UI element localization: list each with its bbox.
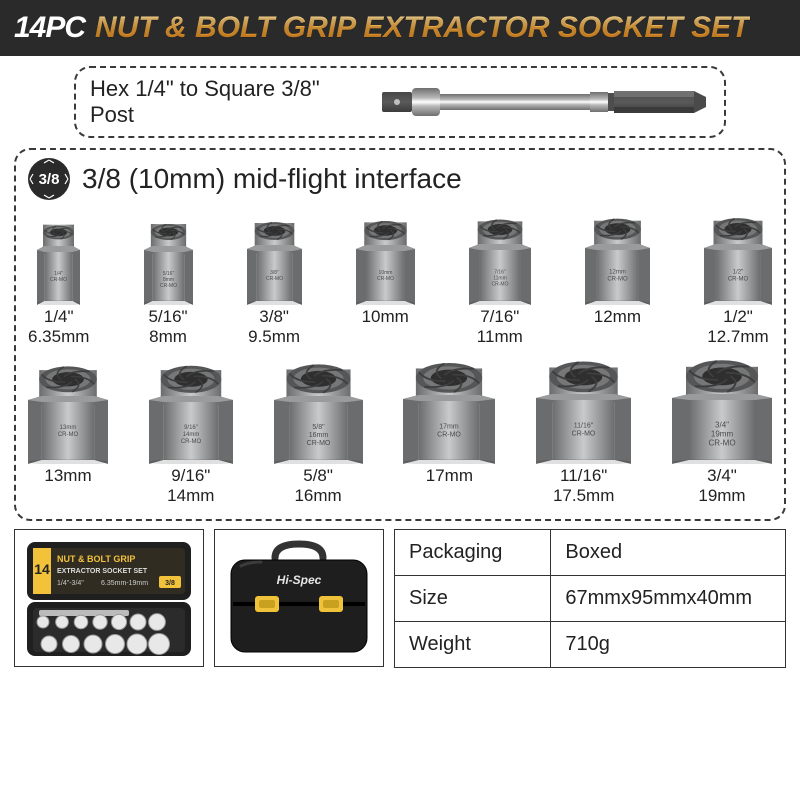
- svg-text:19mm: 19mm: [711, 430, 734, 439]
- svg-text:3/4": 3/4": [715, 421, 729, 430]
- svg-text:6.35mm-19mm: 6.35mm-19mm: [101, 580, 148, 587]
- case-closed-cell: Hi-Spec: [214, 529, 384, 667]
- socket-row: 13mmCR-MO 13mm: [28, 350, 772, 505]
- spec-label: Packaging: [395, 530, 551, 576]
- drive-badge-icon: 3/8: [28, 158, 70, 200]
- socket-item: 5/16"8mmCR-MO 5/16"8mm: [144, 206, 193, 346]
- svg-text:CR-MO: CR-MO: [160, 283, 177, 289]
- interface-label: 3/8 (10mm) mid-flight interface: [82, 163, 462, 195]
- svg-text:CR-MO: CR-MO: [708, 439, 735, 448]
- svg-text:11/16": 11/16": [574, 423, 594, 430]
- svg-text:9/16": 9/16": [184, 425, 198, 431]
- svg-text:CR-MO: CR-MO: [607, 277, 628, 283]
- socket-item: 17mmCR-MO 17mm: [403, 350, 495, 505]
- adapter-icon: [380, 79, 710, 125]
- spec-value: 67mmx95mmx40mm: [551, 576, 786, 622]
- spec-label: Size: [395, 576, 551, 622]
- socket-item: 10mmCR-MO 10mm: [356, 206, 415, 346]
- socket-size-label: 12mm: [594, 307, 641, 327]
- socket-row: 1/4"CR-MO 1/4"6.35mm: [28, 206, 772, 346]
- svg-text:Hi-Spec: Hi-Spec: [277, 573, 322, 587]
- spec-row: Size 67mmx95mmx40mm: [395, 576, 786, 622]
- drive-badge-text: 3/8: [39, 172, 60, 187]
- sockets-panel: 3/8 3/8 (10mm) mid-flight interface: [14, 148, 786, 521]
- socket-size-label: 5/16"8mm: [148, 307, 187, 346]
- svg-text:CR-MO: CR-MO: [438, 431, 462, 438]
- svg-text:CR-MO: CR-MO: [377, 276, 394, 282]
- adapter-label: Hex 1/4" to Square 3/8" Post: [90, 76, 362, 128]
- socket-size-label: 11/16"17.5mm: [553, 466, 614, 505]
- bottom-row: 14 NUT & BOLT GRIP EXTRACTOR SOCKET SET …: [0, 529, 800, 668]
- interface-row: 3/8 3/8 (10mm) mid-flight interface: [28, 158, 772, 200]
- svg-text:CR-MO: CR-MO: [306, 440, 330, 447]
- svg-text:14: 14: [34, 561, 50, 577]
- socket-size-label: 1/4"6.35mm: [28, 307, 89, 346]
- svg-text:17mm: 17mm: [440, 423, 460, 430]
- socket-size-label: 5/8"16mm: [294, 466, 341, 505]
- adapter-panel: Hex 1/4" to Square 3/8" Post: [74, 66, 726, 138]
- svg-text:5/8": 5/8": [312, 424, 325, 431]
- spec-row: Weight 710g: [395, 622, 786, 668]
- socket-item: 9/16"14mmCR-MO 9/16"14mm: [149, 350, 233, 505]
- socket-item: 1/2"CR-MO 1/2"12.7mm: [704, 206, 772, 346]
- svg-text:13mm: 13mm: [60, 425, 77, 431]
- spec-value: Boxed: [551, 530, 786, 576]
- svg-text:1/4"-3/4": 1/4"-3/4": [57, 580, 84, 587]
- svg-text:CR-MO: CR-MO: [728, 277, 749, 283]
- spec-label: Weight: [395, 622, 551, 668]
- socket-item: 3/4"19mmCR-MO 3/4"19mm: [672, 350, 772, 505]
- spec-value: 710g: [551, 622, 786, 668]
- svg-text:CR-MO: CR-MO: [266, 276, 283, 282]
- socket-item: 3/8"CR-MO 3/8"9.5mm: [247, 206, 302, 346]
- svg-text:12mm: 12mm: [609, 270, 626, 276]
- header-count: 14PC: [14, 11, 85, 45]
- spec-table: Packaging Boxed Size 67mmx95mmx40mm Weig…: [394, 529, 786, 668]
- svg-text:EXTRACTOR SOCKET SET: EXTRACTOR SOCKET SET: [57, 568, 148, 575]
- socket-size-label: 9/16"14mm: [167, 466, 214, 505]
- header-title: NUT & BOLT GRIP EXTRACTOR SOCKET SET: [95, 11, 749, 45]
- socket-item: 11/16"CR-MO 11/16"17.5mm: [536, 350, 631, 505]
- svg-text:16mm: 16mm: [308, 432, 328, 439]
- case-open-icon: 14 NUT & BOLT GRIP EXTRACTOR SOCKET SET …: [21, 536, 197, 660]
- socket-item: 5/8"16mmCR-MO 5/8"16mm: [274, 350, 363, 505]
- socket-item: 12mmCR-MO 12mm: [585, 206, 650, 346]
- svg-text:3/8: 3/8: [165, 580, 175, 587]
- socket-size-label: 7/16"11mm: [477, 307, 523, 346]
- spec-row: Packaging Boxed: [395, 530, 786, 576]
- svg-text:CR-MO: CR-MO: [181, 439, 202, 445]
- svg-text:1/2": 1/2": [733, 270, 743, 276]
- svg-text:CR-MO: CR-MO: [58, 432, 79, 438]
- header: 14PC NUT & BOLT GRIP EXTRACTOR SOCKET SE…: [0, 0, 800, 56]
- svg-text:CR-MO: CR-MO: [491, 282, 508, 288]
- socket-item: 1/4"CR-MO 1/4"6.35mm: [28, 206, 89, 346]
- socket-item: 7/16"11mmCR-MO 7/16"11mm: [469, 206, 531, 346]
- svg-text:CR-MO: CR-MO: [50, 277, 67, 283]
- case-closed-icon: Hi-Spec: [221, 536, 377, 660]
- socket-size-label: 10mm: [362, 307, 409, 327]
- socket-size-label: 3/4"19mm: [698, 466, 745, 505]
- socket-item: 13mmCR-MO 13mm: [28, 350, 108, 505]
- socket-size-label: 1/2"12.7mm: [707, 307, 768, 346]
- case-open-cell: 14 NUT & BOLT GRIP EXTRACTOR SOCKET SET …: [14, 529, 204, 667]
- socket-grid: 1/4"CR-MO 1/4"6.35mm: [28, 206, 772, 509]
- svg-text:CR-MO: CR-MO: [572, 431, 596, 438]
- socket-size-label: 13mm: [44, 466, 91, 486]
- socket-size-label: 3/8"9.5mm: [248, 307, 300, 346]
- socket-size-label: 17mm: [426, 466, 473, 486]
- svg-text:14mm: 14mm: [182, 432, 199, 438]
- svg-text:NUT & BOLT GRIP: NUT & BOLT GRIP: [57, 554, 135, 564]
